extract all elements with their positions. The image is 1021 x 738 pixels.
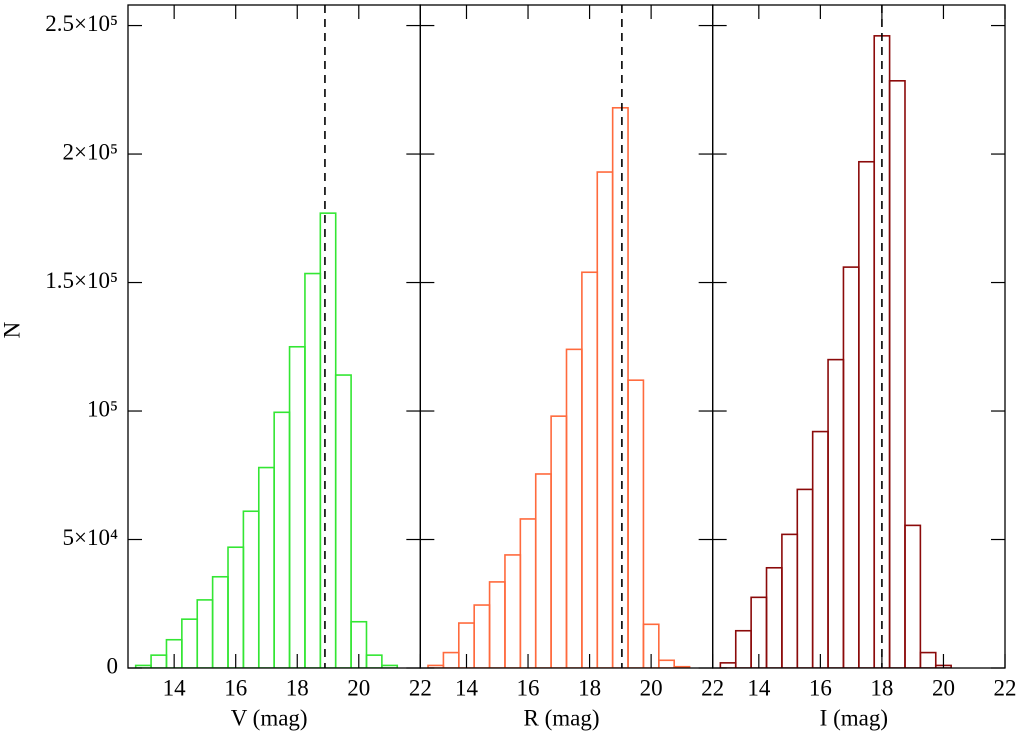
histogram-bar (811, 430, 829, 668)
y-axis-label: N (0, 321, 24, 338)
x-tick-label: 18 (870, 675, 893, 700)
x-axis-label: V (mag) (231, 705, 308, 730)
histogram-bar (781, 533, 799, 668)
histogram-bar (288, 345, 306, 668)
histogram-bar (842, 266, 860, 668)
x-tick-label: 16 (517, 675, 540, 700)
x-tick-label: 22 (994, 675, 1017, 700)
histogram-bar (381, 664, 399, 668)
histogram-bar (888, 80, 906, 668)
histogram-bar (273, 411, 291, 668)
histogram-bar (827, 358, 845, 668)
histogram-bar (350, 620, 368, 668)
histogram-bar (919, 651, 937, 668)
histogram-bar (504, 554, 522, 668)
histogram-bar (211, 575, 229, 668)
histogram-bar (658, 659, 676, 668)
histogram-bar (319, 212, 337, 668)
histogram-bar (304, 272, 322, 668)
x-tick-label: 20 (932, 675, 955, 700)
histogram-bar (150, 654, 168, 668)
histogram-bar (627, 379, 645, 668)
histogram-bar (365, 654, 383, 668)
histogram-bar (596, 171, 614, 668)
histogram-bar (534, 473, 552, 668)
histogram-bar (611, 106, 629, 668)
histogram-bar (642, 623, 660, 668)
histogram-bar (858, 160, 876, 668)
y-tick-label: 1.5×10⁵ (45, 268, 118, 293)
histogram-bar (719, 662, 737, 668)
x-axis-label: R (mag) (523, 705, 599, 730)
histogram-bar (257, 466, 275, 668)
histogram-bar (904, 524, 922, 668)
histogram-bar (488, 581, 506, 668)
histogram-bar (873, 35, 891, 668)
histogram-bar (442, 651, 460, 668)
panel-frame (712, 4, 1006, 669)
histogram-bar (242, 510, 260, 668)
histogram-bar (796, 488, 814, 668)
x-tick-label: 22 (409, 675, 432, 700)
histogram-bar (227, 546, 245, 668)
x-tick-label: 16 (224, 675, 247, 700)
y-tick-label: 2×10⁵ (63, 139, 119, 164)
y-tick-label: 0 (107, 653, 119, 678)
x-axis-label: I (mag) (820, 705, 888, 730)
x-tick-label: 16 (809, 675, 832, 700)
histogram-bar (519, 518, 537, 668)
x-tick-label: 20 (347, 675, 370, 700)
y-tick-label: 5×10⁴ (63, 525, 119, 550)
y-tick-label: 2.5×10⁵ (45, 11, 118, 36)
histogram-bar (181, 618, 199, 668)
x-tick-label: 20 (640, 675, 663, 700)
x-tick-label: 14 (747, 675, 771, 700)
histogram-bar (581, 271, 599, 668)
histogram-bar (196, 599, 214, 668)
histogram-bar (550, 415, 568, 668)
x-tick-label: 14 (163, 675, 187, 700)
histogram-bar (473, 604, 491, 668)
histogram-bar (734, 629, 752, 668)
x-tick-label: 22 (701, 675, 724, 700)
x-tick-label: 18 (578, 675, 601, 700)
histogram-bar (334, 374, 352, 668)
x-tick-label: 18 (286, 675, 309, 700)
histogram-bar (765, 566, 783, 668)
x-tick-label: 14 (455, 675, 479, 700)
histogram-bar (565, 348, 583, 668)
y-tick-label: 10⁵ (87, 396, 118, 421)
